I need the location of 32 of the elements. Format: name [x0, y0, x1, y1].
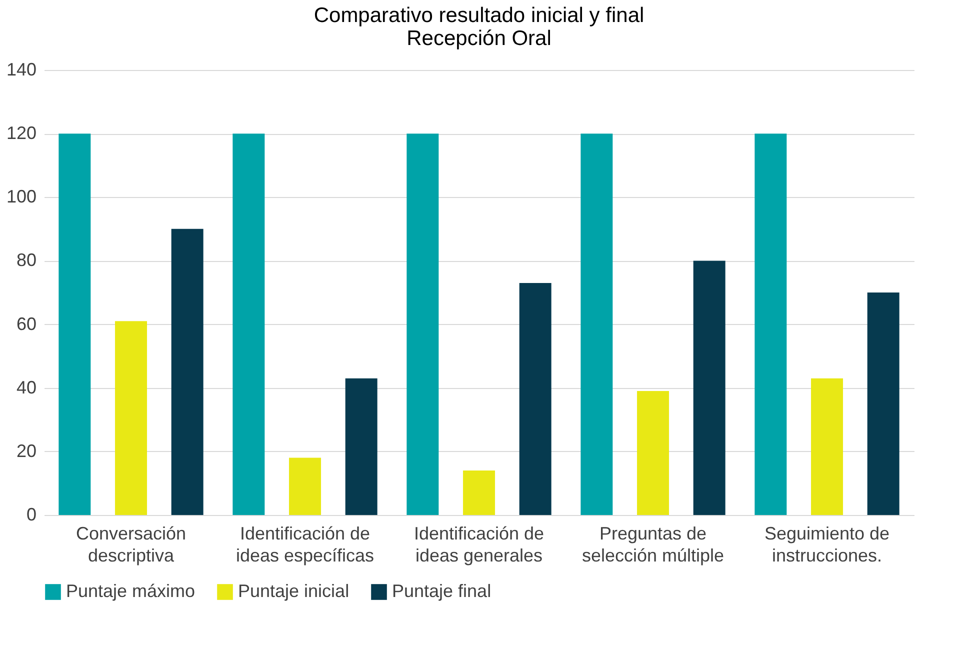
- y-tick-label: 120: [6, 123, 36, 144]
- legend-label: Puntaje inicial: [238, 581, 350, 601]
- bar: [232, 134, 265, 515]
- bar: [345, 378, 378, 515]
- bar: [58, 134, 91, 515]
- bar: [519, 282, 552, 515]
- bar: [289, 458, 321, 515]
- legend-label: Puntaje máximo: [66, 581, 196, 601]
- bar: [580, 134, 613, 515]
- bar: [867, 292, 900, 515]
- bar: [754, 134, 787, 515]
- y-tick-label: 100: [6, 186, 36, 207]
- bar: [693, 260, 726, 515]
- x-tick-label: Seguimiento de instrucciones.: [764, 524, 890, 566]
- y-tick-label: 20: [16, 440, 36, 461]
- bar: [406, 134, 439, 515]
- y-tick-label: 0: [26, 504, 36, 524]
- bar: [811, 378, 843, 515]
- bar: [115, 321, 147, 515]
- y-tick-label: 140: [6, 60, 36, 80]
- bar: [171, 228, 204, 515]
- y-tick-label: 80: [16, 250, 36, 270]
- y-tick-label: 60: [16, 314, 36, 334]
- x-tick-label: Preguntas de selección múltiple: [582, 524, 724, 566]
- legend-label: Puntaje final: [392, 581, 492, 601]
- y-tick-label: 40: [16, 377, 36, 398]
- x-tick-label: Identificación de ideas generales: [414, 524, 544, 566]
- bar: [463, 470, 495, 515]
- bar: [637, 391, 669, 515]
- chart-title: Comparativo resultado inicial y final Recepción Oral: [314, 4, 644, 50]
- x-tick-label: Identificación de ideas específicas: [236, 524, 374, 566]
- x-tick-label: Conversación descriptiva: [76, 524, 186, 566]
